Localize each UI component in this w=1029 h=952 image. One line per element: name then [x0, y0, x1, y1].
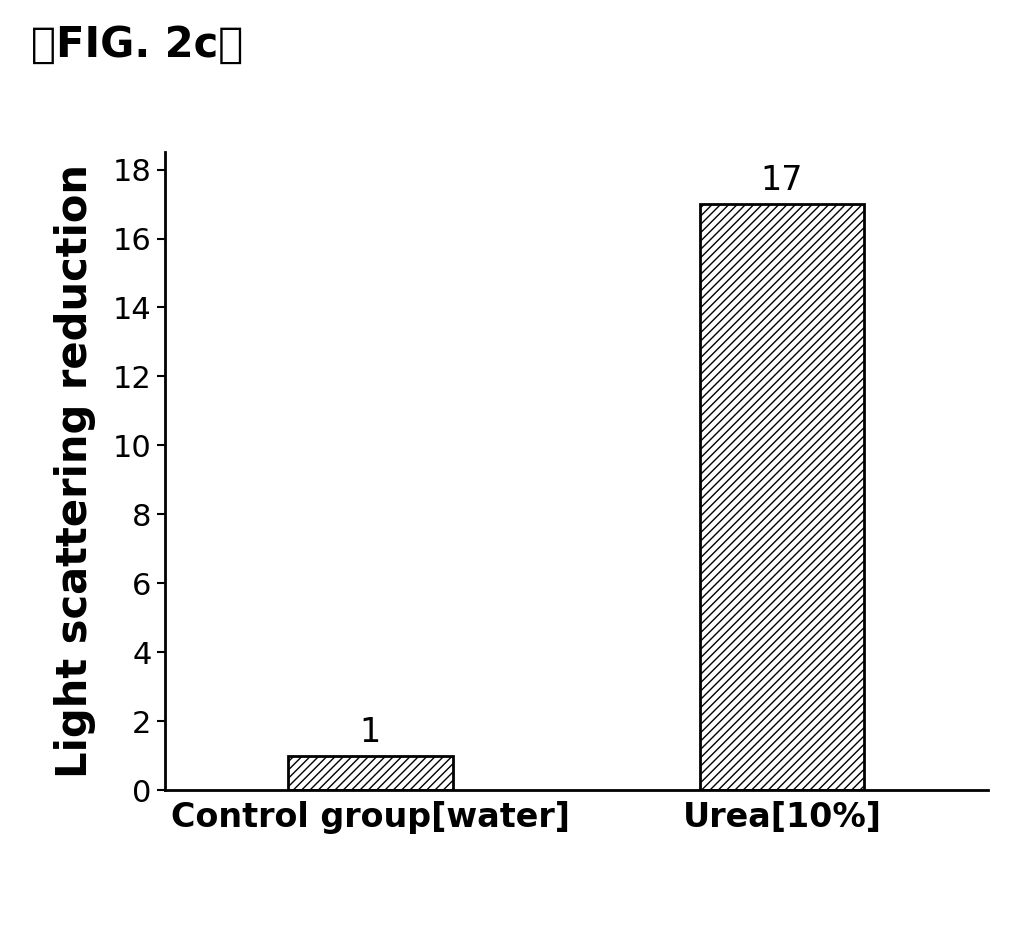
- Text: 17: 17: [760, 164, 804, 197]
- Y-axis label: Light scattering reduction: Light scattering reduction: [54, 165, 96, 778]
- Text: 1: 1: [360, 716, 381, 749]
- Bar: [288, 756, 453, 790]
- Bar: [700, 204, 864, 790]
- Text: 【FIG. 2c】: 【FIG. 2c】: [31, 24, 243, 66]
